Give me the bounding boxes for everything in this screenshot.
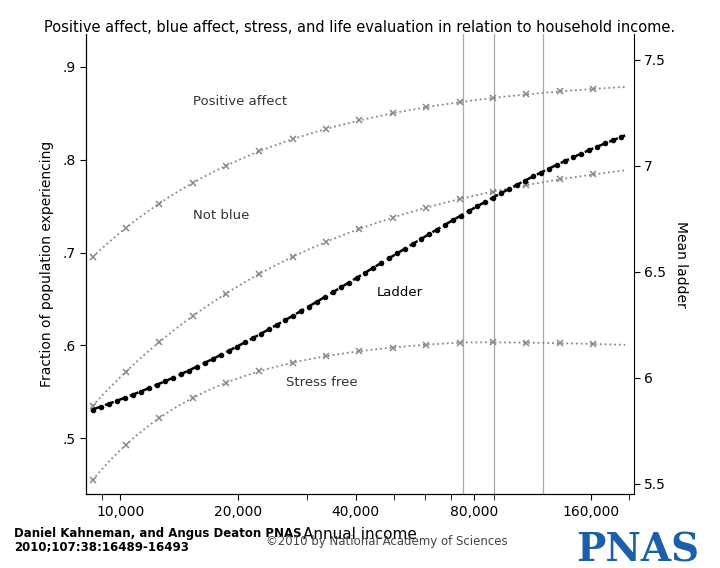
Text: Positive affect, blue affect, stress, and life evaluation in relation to househo: Positive affect, blue affect, stress, an… [45, 20, 675, 35]
Text: ©2010 by National Academy of Sciences: ©2010 by National Academy of Sciences [266, 535, 508, 548]
Text: Positive affect: Positive affect [193, 95, 287, 108]
Text: PNAS: PNAS [576, 531, 699, 568]
Y-axis label: Fraction of population experiencing: Fraction of population experiencing [40, 141, 55, 387]
Text: Stress free: Stress free [286, 376, 358, 389]
Y-axis label: Mean ladder: Mean ladder [675, 221, 688, 307]
Text: 2010;107:38:16489-16493: 2010;107:38:16489-16493 [14, 541, 189, 554]
X-axis label: Annual income: Annual income [303, 527, 417, 542]
Text: Daniel Kahneman, and Angus Deaton PNAS: Daniel Kahneman, and Angus Deaton PNAS [14, 527, 302, 540]
Text: Ladder: Ladder [377, 286, 423, 299]
Text: Not blue: Not blue [193, 209, 249, 222]
